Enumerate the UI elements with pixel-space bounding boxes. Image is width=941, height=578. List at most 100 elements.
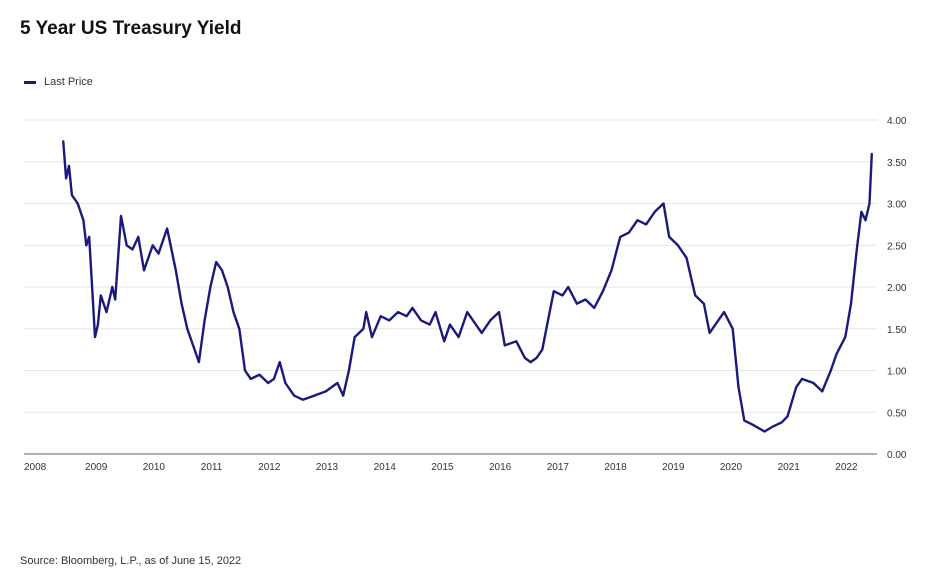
data-point [232, 311, 235, 313]
data-point [524, 357, 526, 359]
data-point [68, 165, 70, 167]
x-tick-label: 2021 [778, 462, 801, 473]
data-point [576, 302, 578, 305]
data-point [97, 323, 99, 326]
y-tick-label: 3.00 [887, 200, 907, 211]
x-tick-label: 2015 [431, 462, 454, 473]
data-point [489, 319, 492, 322]
data-point [772, 425, 774, 428]
data-point [677, 244, 679, 247]
data-point [602, 290, 604, 292]
data-point [120, 215, 122, 217]
data-point [405, 315, 408, 318]
data-point [480, 332, 483, 334]
data-point [466, 311, 469, 313]
data-point [71, 194, 73, 196]
data-point [850, 302, 852, 305]
y-tick-label: 0.50 [887, 408, 907, 419]
data-point [85, 244, 88, 247]
x-tick-label: 2016 [489, 462, 512, 473]
data-point [871, 152, 873, 155]
y-tick-label: 3.50 [887, 158, 907, 169]
data-point [62, 140, 65, 142]
y-tick-label: 0.00 [887, 450, 907, 461]
data-point [348, 369, 350, 372]
data-point [561, 294, 564, 297]
data-point [654, 211, 656, 213]
legend: Last Price [24, 76, 93, 88]
x-tick-label: 2018 [604, 462, 627, 473]
y-tick-label: 1.50 [887, 325, 907, 336]
data-point [763, 430, 766, 433]
data-point [198, 361, 200, 363]
data-point [708, 332, 711, 334]
data-point [76, 202, 79, 205]
data-point [105, 311, 108, 313]
data-point [503, 344, 506, 347]
data-point [541, 348, 544, 351]
data-point [795, 386, 798, 389]
data-point [342, 394, 344, 397]
data-point [694, 294, 697, 297]
source-note: Source: Bloomberg, L.P., as of June 15, … [20, 555, 242, 567]
data-point [645, 223, 647, 226]
data-point [186, 327, 189, 330]
data-point [535, 357, 538, 359]
data-point [420, 319, 422, 322]
data-point [174, 269, 177, 272]
data-point [353, 336, 356, 338]
y-tick-label: 2.00 [887, 283, 907, 294]
data-point [250, 378, 252, 380]
data-point [221, 269, 223, 272]
data-point [82, 219, 85, 221]
data-point [180, 302, 183, 305]
data-point [151, 244, 154, 247]
data-point [293, 394, 295, 397]
data-point [584, 298, 587, 301]
data-point [443, 340, 445, 343]
data-point [593, 307, 596, 309]
y-tick-label: 1.00 [887, 367, 907, 378]
data-point [125, 244, 128, 247]
data-point [864, 219, 867, 221]
data-point [860, 211, 863, 213]
x-tick-label: 2009 [85, 462, 108, 473]
data-point [111, 286, 114, 288]
data-point [238, 327, 241, 330]
x-tick-label: 2017 [547, 462, 570, 473]
data-point [273, 378, 275, 380]
data-point [388, 319, 391, 322]
data-point [434, 311, 437, 313]
data-point [267, 382, 269, 384]
data-point [362, 327, 365, 330]
data-point [226, 286, 229, 288]
data-point [498, 311, 500, 313]
data-point [610, 269, 613, 272]
data-point [192, 344, 194, 347]
data-point [284, 382, 287, 384]
data-point [278, 361, 281, 363]
data-point [786, 415, 789, 418]
x-tick-label: 2019 [662, 462, 685, 473]
data-point [215, 261, 217, 263]
data-point [94, 336, 96, 338]
data-point [812, 382, 815, 384]
data-point [780, 421, 783, 424]
series-line-last-price [62, 140, 873, 433]
data-point [868, 202, 871, 205]
data-point [209, 286, 212, 288]
legend-label: Last Price [44, 76, 93, 88]
data-point [457, 336, 460, 338]
data-point [137, 236, 140, 238]
x-tick-label: 2020 [720, 462, 743, 473]
data-point [114, 298, 116, 301]
data-point [685, 256, 688, 259]
data-point [411, 307, 414, 309]
data-point [379, 315, 382, 318]
data-point [325, 390, 327, 393]
data-point [515, 340, 518, 343]
data-point [737, 386, 740, 389]
data-point [731, 327, 734, 330]
data-point [428, 323, 431, 326]
data-point [88, 236, 91, 238]
